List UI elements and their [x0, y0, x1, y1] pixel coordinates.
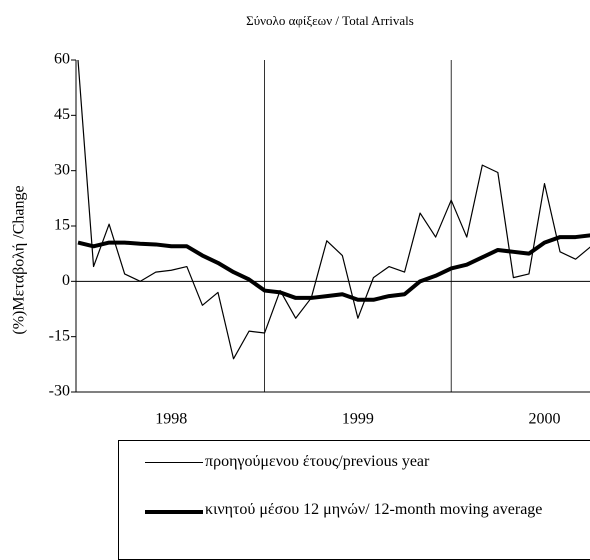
x-tick-label: 1998: [155, 411, 187, 428]
legend-entry: κινητού μέσου 12 μηνών/ 12-month moving …: [119, 501, 555, 519]
y-tick-label: 15: [54, 217, 70, 234]
y-tick-label: 45: [54, 106, 70, 123]
series-line: [77, 59, 590, 360]
y-tick-label: 60: [54, 51, 70, 68]
x-tick-label: 1999: [342, 411, 374, 428]
series-line: [77, 233, 590, 302]
legend-swatch: [145, 462, 203, 463]
legend-label: κινητού μέσου 12 μηνών/ 12-month moving …: [205, 501, 543, 518]
y-tick-label: -15: [49, 327, 70, 344]
legend-entry: προηγούμενου έτους/previous year: [119, 453, 555, 471]
page: {"chart_data": {"type": "line", "title":…: [10, 12, 590, 560]
legend-label: προηγούμενου έτους/previous year: [205, 453, 430, 470]
chart-title: Σύνολο αφίξεων / Total Arrivals: [246, 13, 414, 28]
y-tick-label: 30: [54, 161, 70, 178]
x-tick-label: 2000: [529, 411, 561, 428]
chart: Σύνολο αφίξεων / Total Arrivals (%)Μεταβ…: [11, 13, 590, 428]
legend: προηγούμενου έτους/previous year κινητού …: [118, 440, 590, 560]
legend-swatch: [145, 510, 203, 514]
y-axis-label: (%)Μεταβολή /Change: [11, 185, 28, 334]
y-tick-label: -30: [49, 383, 70, 400]
y-tick-label: 0: [62, 272, 70, 289]
